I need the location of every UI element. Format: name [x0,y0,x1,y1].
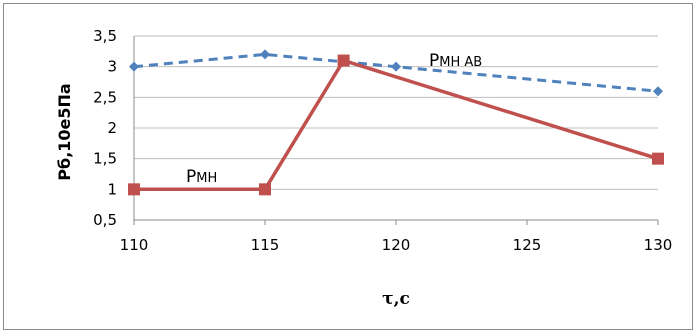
data-point-diamond [653,86,663,97]
series-line-0 [133,52,659,93]
series-annotation: РМН [186,167,217,187]
data-point-square [337,54,350,67]
data-point-square [259,183,271,196]
y-tick-label: 0,5 [93,211,117,229]
data-point-square [128,183,140,196]
x-tick-labels: 110 115 120 125 130 [120,236,673,254]
y-tick-label: 2 [107,119,117,137]
y-tick-label: 3 [107,58,117,76]
series-layer [128,49,664,196]
y-axis-label: Рб,10е5Па [55,83,74,180]
series-annotation: РМН АВ [429,51,482,71]
y-tick-label: 1,5 [93,150,117,168]
series-line-1 [134,58,659,192]
y-tick-label: 1 [107,180,117,198]
x-tick-label: 110 [120,236,149,254]
x-axis-label: τ,с [382,289,410,309]
data-point-diamond [260,49,270,60]
x-tick-label: 130 [644,236,673,254]
data-point-diamond [129,61,139,72]
y-tick-label: 3,5 [93,27,117,45]
x-tick-label: 115 [251,236,280,254]
x-tick-label: 125 [513,236,542,254]
y-tick-labels: 0,5 1 1,5 2 2,5 3 3,5 [93,27,117,229]
data-point-diamond [391,61,401,72]
data-point-square [652,152,664,165]
x-tick-label: 120 [382,236,411,254]
y-tick-label: 2,5 [93,88,117,106]
annotations: РМН АВ РМН [186,51,482,187]
